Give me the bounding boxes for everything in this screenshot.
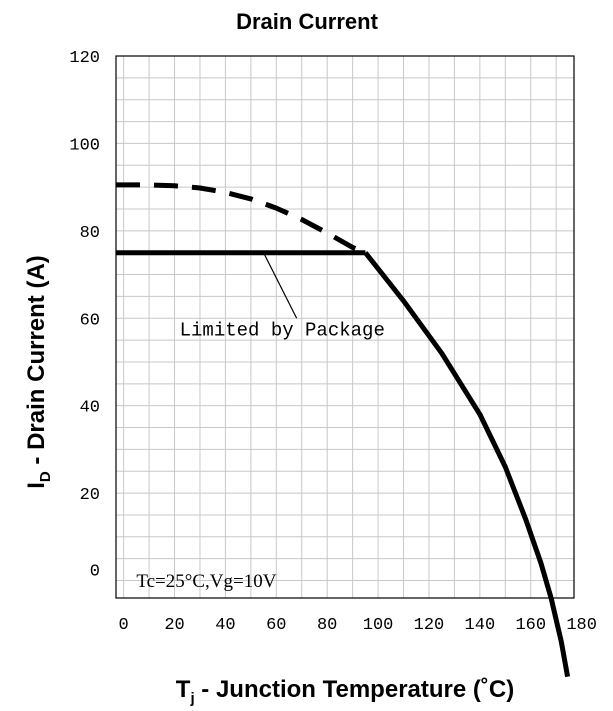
x-axis-title-rest: - Junction Temperature (˚C) <box>195 676 515 703</box>
y-axis-title-rest: - Drain Current (A) <box>23 255 50 471</box>
y-tick-labels: 0 20 40 60 80 100 120 <box>69 49 100 582</box>
series-line-3 <box>363 251 571 678</box>
x-tick-label: 60 <box>266 616 286 635</box>
annotation-layer: Limited by Package Tc=25°C,Vg=10V <box>136 252 385 592</box>
x-axis-title-main: T <box>176 676 191 703</box>
x-tick-label: 180 <box>566 616 597 635</box>
y-axis-title-sub: D <box>37 471 54 482</box>
plot-frame <box>115 55 575 599</box>
x-tick-label: 20 <box>164 616 184 635</box>
y-tick-label: 40 <box>80 399 100 418</box>
y-axis-title: ID - Drain Current (A) <box>23 255 54 489</box>
x-axis-title-sub: j <box>189 690 194 707</box>
x-tick-label: 140 <box>465 616 496 635</box>
annotation-pointer <box>263 252 298 319</box>
y-axis-title-main: I <box>23 482 50 489</box>
x-tick-label: 100 <box>363 616 394 635</box>
y-tick-label: 60 <box>80 311 100 330</box>
x-tick-label: 160 <box>515 616 546 635</box>
y-tick-label: 120 <box>69 49 100 68</box>
annotation-test-conditions: Tc=25°C,Vg=10V <box>136 571 276 592</box>
x-tick-label: 80 <box>317 616 337 635</box>
annotation-limited-by-package: Limited by Package <box>180 320 385 342</box>
series-line-1 <box>116 182 367 256</box>
x-tick-label: 40 <box>215 616 235 635</box>
y-tick-label: 0 <box>90 563 100 582</box>
series-layer <box>116 182 571 678</box>
x-tick-label: 120 <box>414 616 445 635</box>
x-tick-labels: 0 20 40 60 80 100 120 140 160 180 <box>119 616 597 635</box>
x-axis-title: Tj - Junction Temperature (˚C) <box>176 676 514 707</box>
grid <box>116 56 574 598</box>
x-tick-label: 0 <box>119 616 129 635</box>
y-tick-label: 80 <box>80 224 100 243</box>
y-tick-label: 100 <box>69 136 100 155</box>
y-tick-label: 20 <box>80 486 100 505</box>
chart-title: Drain Current <box>236 9 378 34</box>
